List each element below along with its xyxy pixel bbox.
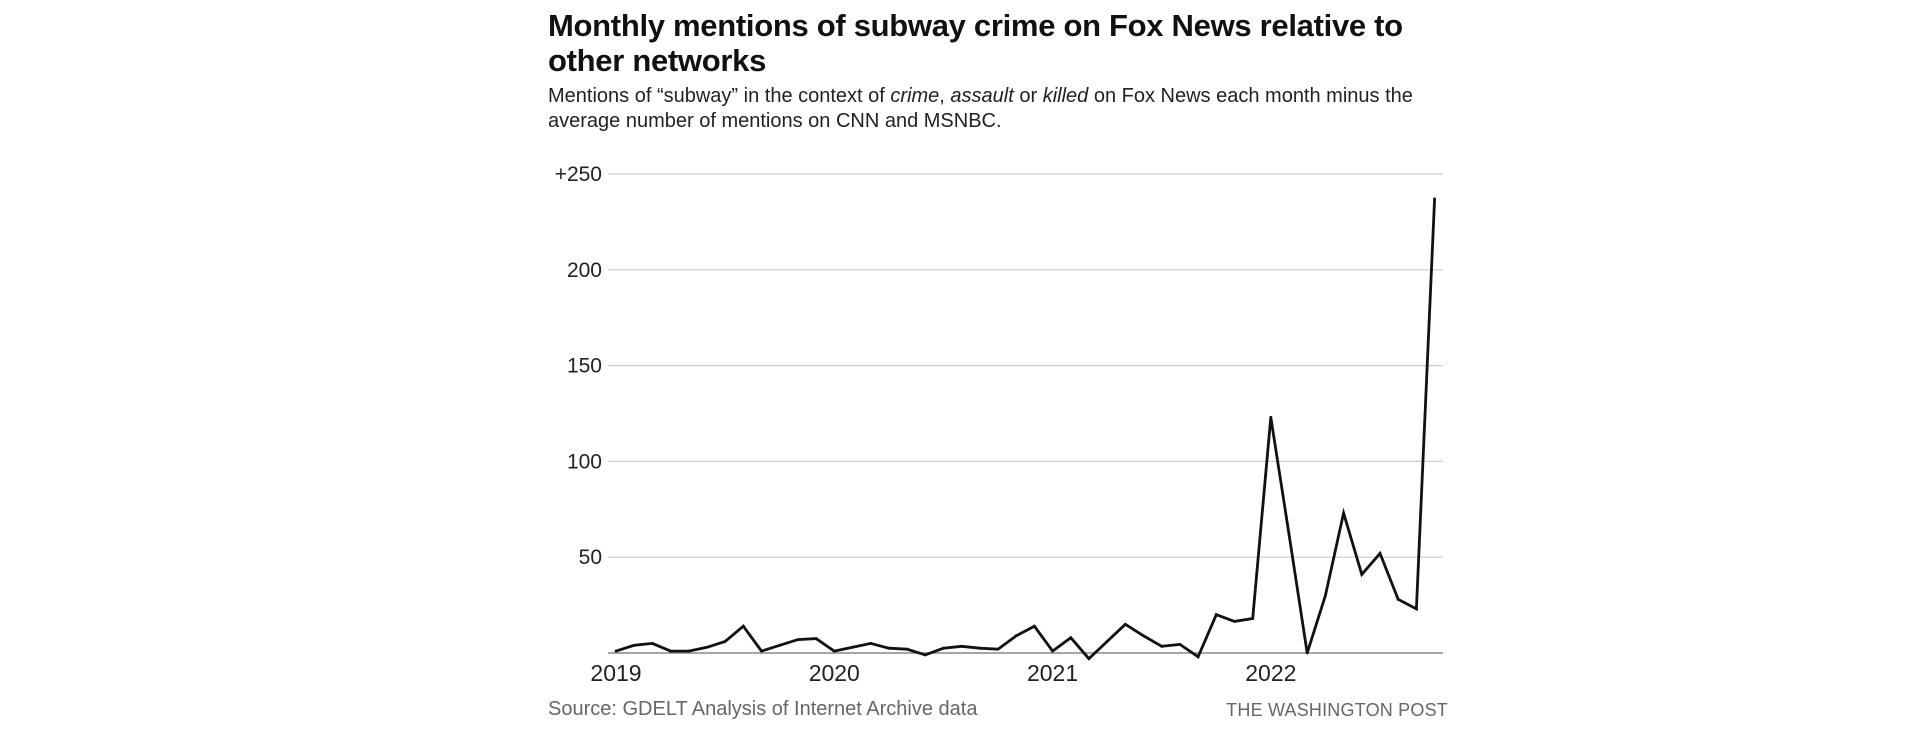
data-point [1324,594,1327,597]
data-point [1433,197,1436,201]
y-tick-label: 200 [567,259,602,282]
data-point [1360,573,1364,576]
x-tick-label: 2021 [1027,660,1078,686]
data-point [1160,644,1164,648]
data-point [723,640,727,643]
data-point [1342,511,1345,515]
subtitle-crime: crime [890,85,940,107]
data-point [1123,622,1127,626]
data-point [1251,617,1255,620]
y-tick-label: 100 [567,450,602,473]
subtitle-killed: killed [1042,85,1089,107]
data-point [814,637,818,641]
data-point [1196,655,1200,659]
series-line [615,198,1436,661]
credit-logo: THE WASHINGTON POST [1226,700,1448,720]
data-point [1014,634,1018,638]
data-point [778,643,782,647]
data-point [1305,651,1309,655]
data-point [942,646,945,650]
data-point [869,642,873,645]
data-point [741,624,745,628]
data-point [1269,415,1273,419]
data-point [1142,634,1145,638]
x-tick-label: 2022 [1245,660,1296,686]
data-point [1378,551,1382,555]
data-point [760,649,763,653]
data-point [832,649,836,653]
chart-subtitle: Mentions of “subway” in the context of c… [548,84,1448,134]
x-tick-label: 2020 [809,660,860,686]
subtitle-assault: assault [950,85,1014,107]
data-point [687,649,691,653]
chart-title: Monthly mentions of subway crime on Fox … [548,8,1403,78]
y-tick-label: 150 [567,355,602,378]
data-point [923,653,927,657]
data-point [996,647,1000,651]
data-point [1178,642,1182,646]
data-point [1032,624,1036,628]
source-note: Source: GDELT Analysis of Internet Archi… [548,698,978,720]
data-point [1414,607,1418,611]
data-point [632,643,636,647]
data-point [978,646,982,650]
data-point [851,645,854,649]
subtitle-or: or [1013,85,1043,107]
data-point [1051,649,1054,653]
data-point [650,642,654,645]
data-point [887,646,891,650]
data-point [1069,636,1073,640]
data-point [1287,532,1291,536]
subtitle-text-2: on Fox News each month minus the average… [548,85,1413,132]
data-point [960,644,964,648]
y-tick-label: 50 [579,546,602,569]
data-point [614,649,618,653]
data-point [1105,640,1109,643]
subtitle-comma: , [939,85,951,107]
x-tick-label: 2019 [590,660,641,686]
data-point [796,638,800,641]
data-point [905,647,909,651]
data-point [1233,619,1236,623]
y-tick-label: +250 [555,163,602,186]
subtitle-text: Mentions of “subway” in the context of [548,85,891,107]
data-point [669,649,672,653]
data-point [1396,597,1400,601]
data-point [705,645,709,649]
data-point [1087,657,1091,661]
data-point [1214,613,1218,617]
